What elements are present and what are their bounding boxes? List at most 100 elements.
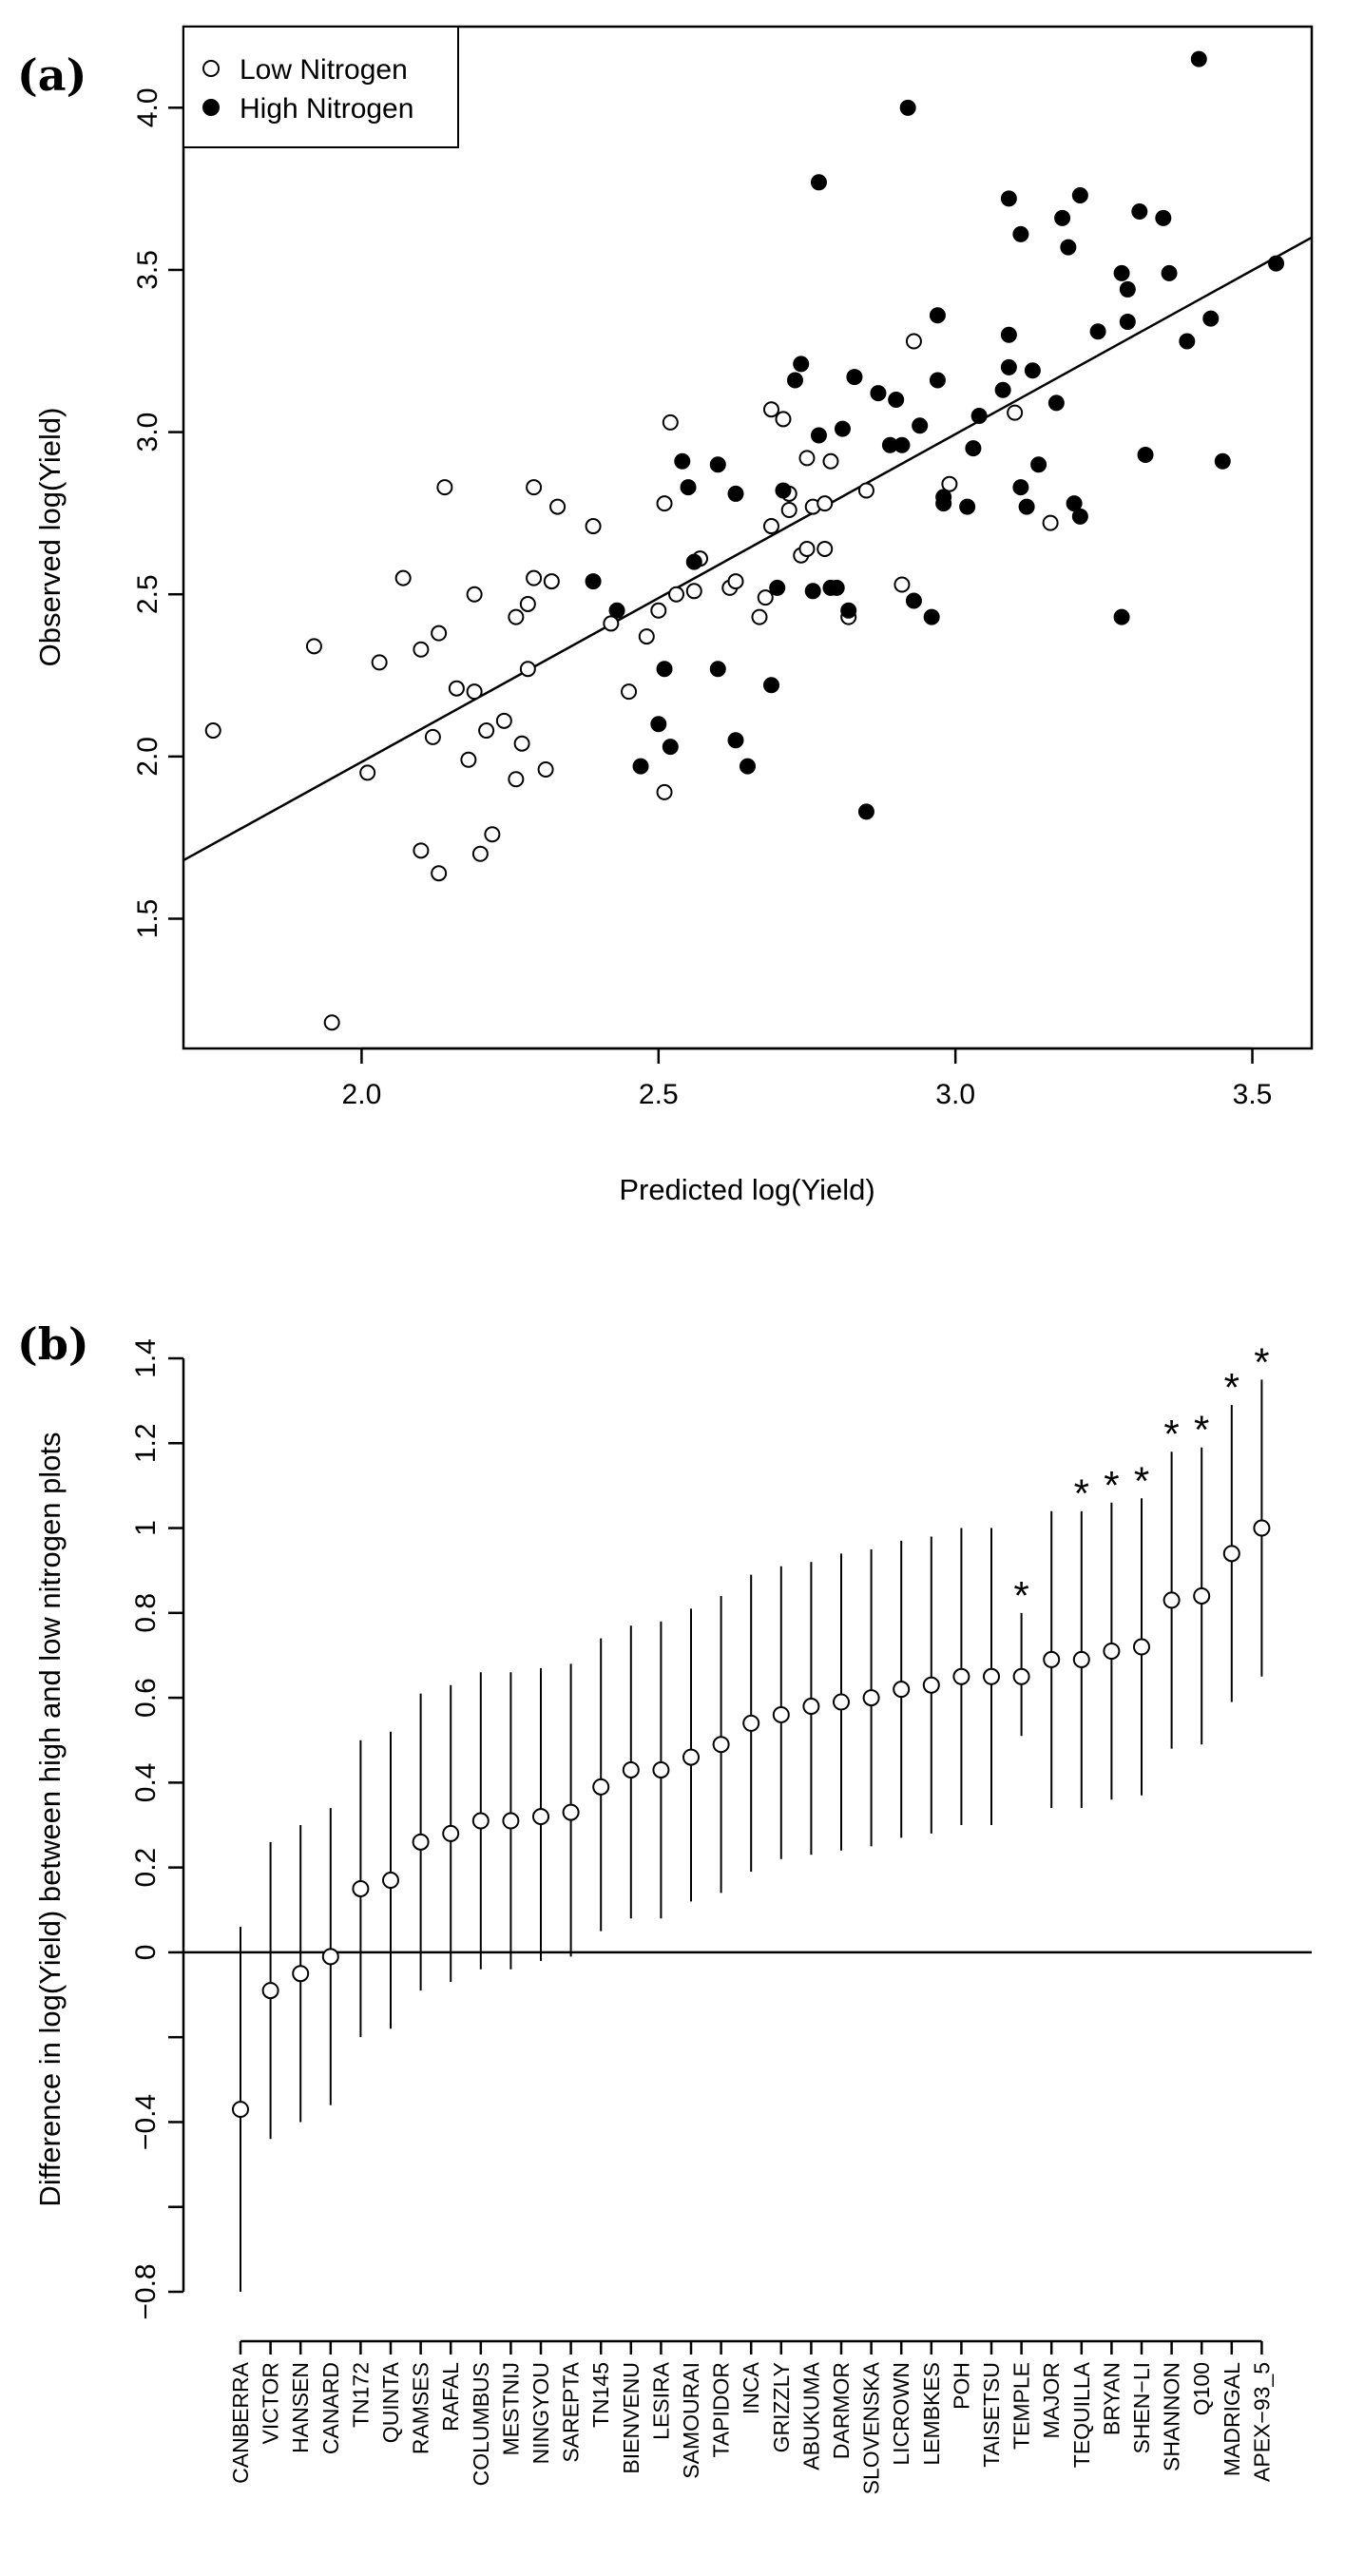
high-nitrogen-point bbox=[1024, 362, 1041, 379]
low-nitrogen-point bbox=[857, 482, 874, 499]
mean-difference-point bbox=[1133, 1638, 1150, 1656]
category-label: TN172 bbox=[348, 2362, 373, 2428]
high-nitrogen-point bbox=[769, 579, 786, 596]
y-tick-label: 4.0 bbox=[132, 87, 163, 127]
high-nitrogen-point bbox=[1071, 508, 1088, 525]
low-nitrogen-point bbox=[1042, 514, 1059, 531]
mean-difference-point bbox=[622, 1760, 640, 1778]
y-tick-label: 0.8 bbox=[130, 1593, 162, 1633]
high-nitrogen-point bbox=[888, 391, 905, 408]
scatter-panel: (a) 2.0 2.5 3.0 3.5 1.5 2.0 2.5 3.0 3.5 4.0 Pred… bbox=[17, 25, 1314, 1206]
low-nitrogen-point bbox=[1007, 404, 1024, 421]
legend-label-low-nitrogen: Low Nitrogen bbox=[240, 54, 408, 86]
category-label: CANBERRA bbox=[228, 2361, 253, 2483]
low-nitrogen-point bbox=[537, 761, 554, 779]
mean-difference-point bbox=[1103, 1642, 1121, 1660]
high-nitrogen-point bbox=[685, 553, 702, 570]
regression-line bbox=[183, 236, 1313, 862]
low-nitrogen-point bbox=[621, 683, 638, 701]
legend-label-high-nitrogen: High Nitrogen bbox=[240, 93, 413, 125]
high-nitrogen-point bbox=[893, 436, 911, 453]
x-tick-label: 3.5 bbox=[1233, 1079, 1273, 1110]
mean-difference-point bbox=[292, 1965, 310, 1983]
low-nitrogen-point bbox=[662, 413, 679, 431]
low-nitrogen-point bbox=[305, 638, 322, 655]
category-label: BIENVENU bbox=[619, 2362, 644, 2474]
high-nitrogen-point bbox=[840, 602, 857, 619]
mean-difference-point bbox=[893, 1681, 911, 1699]
mean-difference-point bbox=[802, 1698, 820, 1716]
low-nitrogen-point bbox=[436, 479, 453, 496]
y-tick-label: 1.2 bbox=[130, 1423, 162, 1463]
category-label: HANSEN bbox=[288, 2362, 313, 2453]
low-nitrogen-point bbox=[323, 1014, 340, 1031]
high-nitrogen-point bbox=[585, 573, 602, 590]
low-nitrogen-point bbox=[798, 450, 816, 467]
mean-difference-point bbox=[1222, 1545, 1240, 1563]
category-label: TEQUILLA bbox=[1069, 2361, 1094, 2468]
errorbar-panel: (b) −0.8 −0.4 0 0.2 0.4 0.6 0.8 1 1.2 1.4 CANBERR… bbox=[17, 1318, 1312, 2494]
mean-difference-point bbox=[232, 2101, 249, 2119]
significance-asterisk: * bbox=[1074, 1471, 1089, 1516]
low-nitrogen-point bbox=[508, 771, 525, 788]
mean-difference-point bbox=[352, 1879, 370, 1897]
mean-difference-point bbox=[983, 1667, 1000, 1685]
category-label: COLUMBUS bbox=[469, 2362, 493, 2486]
high-nitrogen-point bbox=[1071, 186, 1088, 203]
low-nitrogen-point bbox=[650, 602, 667, 619]
high-nitrogen-point bbox=[965, 440, 982, 457]
high-nitrogen-point bbox=[994, 381, 1011, 398]
category-label: SAREPTA bbox=[559, 2361, 584, 2462]
low-nitrogen-point bbox=[519, 661, 536, 678]
mean-difference-point bbox=[712, 1736, 730, 1754]
mean-difference-point bbox=[922, 1676, 940, 1694]
category-label: GRIZZLY bbox=[769, 2362, 794, 2452]
category-label: RAMSES bbox=[409, 2362, 433, 2454]
significance-asterisk: * bbox=[1224, 1365, 1239, 1410]
high-nitrogen-point bbox=[828, 579, 845, 596]
y-tick-label: 0.2 bbox=[130, 1848, 162, 1888]
y-tick-label: 0.6 bbox=[130, 1678, 162, 1718]
mean-difference-point bbox=[502, 1812, 520, 1830]
y-tick-label: 1.5 bbox=[132, 899, 163, 939]
low-nitrogen-point bbox=[508, 608, 525, 625]
low-nitrogen-point bbox=[822, 452, 839, 470]
mean-difference-point bbox=[1253, 1519, 1271, 1537]
high-nitrogen-point bbox=[608, 602, 625, 619]
low-nitrogen-point bbox=[668, 586, 685, 603]
high-nitrogen-point bbox=[905, 592, 922, 609]
mean-difference-point bbox=[261, 1982, 279, 2000]
high-nitrogen-point bbox=[810, 427, 827, 444]
mean-difference-point bbox=[742, 1714, 760, 1732]
high-nitrogen-point bbox=[870, 385, 887, 402]
high-nitrogen-point bbox=[1030, 456, 1047, 473]
high-nitrogen-point bbox=[959, 498, 976, 515]
low-nitrogen-point bbox=[638, 628, 655, 645]
y-tick-label: 2.5 bbox=[132, 574, 163, 614]
high-nitrogen-point bbox=[786, 372, 803, 389]
high-nitrogen-point bbox=[1047, 394, 1065, 412]
legend-filled-circle-icon bbox=[202, 99, 220, 116]
significance-asterisk: * bbox=[1104, 1463, 1119, 1508]
mean-difference-point bbox=[412, 1833, 430, 1851]
x-axis: CANBERRA VICTOR HANSEN CANARD TN172 QUINTA RAM… bbox=[228, 2339, 1274, 2494]
high-nitrogen-point bbox=[650, 716, 667, 733]
y-axis: 1.5 2.0 2.5 3.0 3.5 4.0 bbox=[132, 87, 183, 938]
category-label: CANARD bbox=[318, 2362, 343, 2454]
scatter-points bbox=[204, 50, 1285, 1031]
significance-asterisk: * bbox=[1194, 1408, 1209, 1452]
low-nitrogen-point bbox=[817, 540, 834, 557]
low-nitrogen-point bbox=[448, 680, 465, 697]
low-nitrogen-point bbox=[543, 573, 560, 590]
low-nitrogen-point bbox=[941, 475, 958, 492]
high-nitrogen-point bbox=[1161, 264, 1178, 281]
low-nitrogen-point bbox=[424, 728, 441, 745]
high-nitrogen-point bbox=[680, 479, 697, 496]
category-label: MESTNIJ bbox=[498, 2362, 523, 2455]
high-nitrogen-point bbox=[1155, 209, 1172, 226]
x-axis-title: Predicted log(Yield) bbox=[619, 1173, 874, 1206]
high-nitrogen-point bbox=[929, 307, 946, 324]
category-label: MADRIGAL bbox=[1220, 2362, 1244, 2476]
high-nitrogen-point bbox=[1113, 608, 1130, 625]
category-label: MAJOR bbox=[1039, 2362, 1064, 2439]
